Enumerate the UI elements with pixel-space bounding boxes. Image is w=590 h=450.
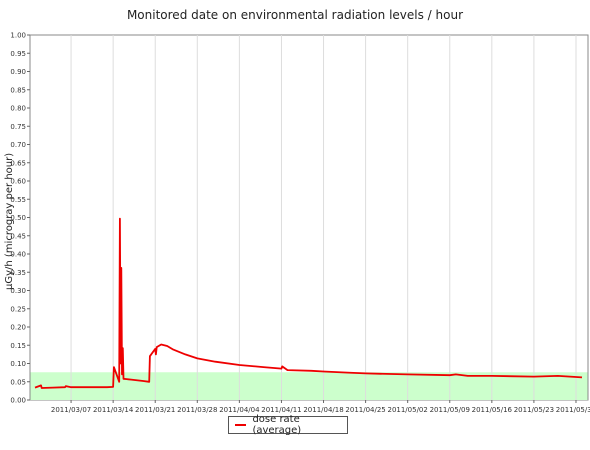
x-tick-label: 2011/03/14 bbox=[93, 406, 134, 414]
y-tick-label: 0.65 bbox=[10, 159, 26, 167]
x-tick-label: 2011/05/09 bbox=[430, 406, 470, 414]
plot-area bbox=[29, 34, 589, 401]
y-tick-label: 0.30 bbox=[10, 287, 26, 295]
y-tick-label: 0.25 bbox=[10, 305, 26, 313]
x-tick-label: 2011/03/21 bbox=[135, 406, 175, 414]
legend-label-dose-rate: dose rate (average) bbox=[252, 414, 302, 436]
chart-title: Monitored date on environmental radiatio… bbox=[126, 8, 464, 22]
series-line-dose-rate bbox=[34, 217, 583, 389]
legend-swatch-dose-rate bbox=[235, 424, 247, 426]
y-tick-label: 0.10 bbox=[10, 360, 26, 368]
legend: dose rate (average) bbox=[228, 414, 348, 436]
y-tick-label: 0.95 bbox=[10, 50, 26, 58]
x-tick-label: 2011/04/18 bbox=[303, 406, 343, 414]
x-tick-label: 2011/03/28 bbox=[177, 406, 217, 414]
y-tick-label: 0.85 bbox=[10, 86, 26, 94]
x-tick-label: 2011/03/07 bbox=[51, 406, 91, 414]
y-tick-label: 0.70 bbox=[10, 141, 26, 149]
y-tick-label: 0.15 bbox=[10, 342, 26, 350]
x-tick-label: 2011/04/11 bbox=[261, 406, 301, 414]
y-tick-label: 0.00 bbox=[10, 397, 26, 405]
y-tick-label: 0.55 bbox=[10, 196, 26, 204]
x-tick-label: 2011/04/04 bbox=[219, 406, 260, 414]
x-tick-label: 2011/04/25 bbox=[345, 406, 385, 414]
y-tick-label: 0.80 bbox=[10, 105, 26, 113]
x-tick-label: 2011/05/16 bbox=[472, 406, 513, 414]
y-tick-label: 1.00 bbox=[10, 32, 26, 40]
y-tick-label: 0.75 bbox=[10, 123, 26, 131]
y-tick-label: 0.45 bbox=[10, 232, 26, 240]
y-tick-label: 0.50 bbox=[10, 214, 26, 222]
y-tick-label: 0.35 bbox=[10, 269, 26, 277]
y-tick-label: 0.05 bbox=[10, 378, 26, 386]
x-tick-label: 2011/05/23 bbox=[514, 406, 554, 414]
y-tick-label: 0.90 bbox=[10, 68, 26, 76]
y-tick-label: 0.20 bbox=[10, 324, 26, 332]
y-tick-label: 0.40 bbox=[10, 251, 26, 259]
x-tick-label: 2011/05/02 bbox=[387, 406, 427, 414]
y-tick-label: 0.60 bbox=[10, 178, 26, 186]
x-tick-label: 2011/05/30 bbox=[556, 406, 590, 414]
